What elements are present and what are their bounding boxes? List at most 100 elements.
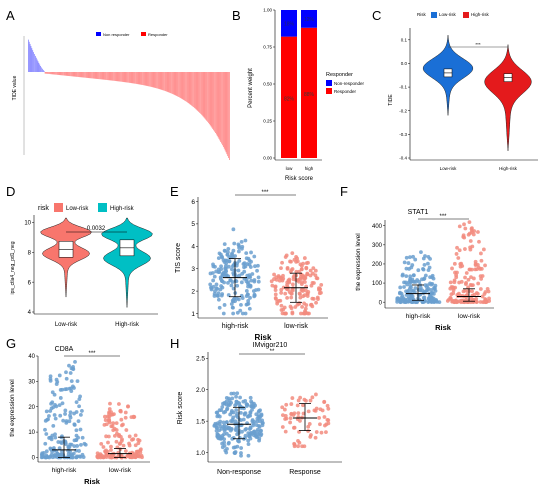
panel-g-point	[131, 415, 136, 420]
panel-a-bar	[69, 72, 70, 77]
panel-e-point	[289, 268, 294, 273]
panel-a-bar	[165, 72, 167, 92]
panel-c-y-ticks: 0.1 0.0 -0.1 -0.2 -0.3 -0.4	[399, 37, 410, 161]
panel-a-bar	[134, 72, 135, 84]
panel-g-point	[67, 419, 72, 424]
panel-e-point	[220, 285, 225, 290]
panel-a-bar	[183, 72, 185, 101]
panel-c-significance: ***	[475, 42, 481, 47]
panel-a-bar	[113, 72, 114, 81]
panel-a-bar	[161, 72, 163, 90]
panel-f-point	[451, 288, 456, 293]
panel-g-point	[68, 410, 73, 415]
panel-e-point	[212, 274, 217, 279]
panel-e-point	[294, 269, 299, 274]
panel-h-point	[246, 453, 251, 458]
panel-h-point	[291, 413, 296, 417]
panel-f-point	[479, 258, 484, 263]
panel-e-point	[224, 269, 229, 274]
panel-f-point	[460, 294, 465, 298]
panel-h-point	[296, 398, 301, 403]
panel-g-point	[138, 450, 143, 455]
panel-e-point	[314, 300, 318, 305]
panel-e-point	[211, 262, 215, 267]
panel-f-point	[433, 298, 438, 303]
panel-a-bar	[102, 72, 104, 80]
panel-e-point	[249, 250, 253, 255]
panel-g-point	[60, 449, 64, 454]
panel-h-point	[309, 433, 313, 437]
panel-g-point	[75, 379, 80, 384]
panel-e-point	[279, 287, 284, 292]
panel-f-point	[459, 261, 464, 266]
panel-f-point	[427, 299, 432, 304]
panel-a-bar	[49, 72, 51, 75]
panel-h-point	[234, 399, 239, 404]
panel-b-y-tick-label: 1.00	[263, 8, 272, 13]
panel-g-y-tick-label: 30	[28, 379, 35, 385]
panel-e-point	[303, 311, 308, 316]
panel-a-bar	[50, 72, 52, 75]
panel-g-point	[58, 396, 63, 400]
panel-g-point	[79, 442, 83, 447]
panel-f-point	[468, 239, 473, 243]
panel-h-point	[243, 433, 248, 438]
panel-a-bar	[198, 72, 200, 112]
panel-f-point	[473, 262, 478, 266]
panel-d-ylabel: ips_ctla4_neg_pd1_neg	[10, 241, 16, 294]
panel-g-point	[75, 444, 80, 448]
panel-e-point	[243, 238, 248, 243]
panel-g-point	[51, 447, 56, 452]
panel-h-xtick-response: Response	[289, 469, 321, 476]
panel-e-point	[231, 286, 236, 291]
panel-a-bar	[191, 72, 193, 106]
panel-g-point	[52, 392, 57, 397]
panel-f-point	[462, 222, 466, 227]
panel-h-point	[235, 411, 240, 416]
panel-g-point	[48, 409, 53, 413]
panel-a-bar	[40, 66, 41, 72]
panel-f-point	[467, 220, 472, 225]
panel-a-bar	[222, 72, 224, 147]
panel-e-y-tick-label: 5	[191, 221, 195, 228]
panel-e-point	[239, 302, 243, 307]
panel-g-point	[124, 428, 129, 432]
panel-h-point	[280, 405, 285, 410]
panel-a-bar	[151, 72, 153, 88]
panel-g-point	[68, 455, 73, 460]
panel-f-point	[471, 283, 475, 288]
panel-e-point	[283, 311, 288, 316]
panel-e-point	[307, 311, 311, 316]
panel-e-y-tick-label: 6	[191, 199, 195, 206]
panel-a-bar	[132, 72, 134, 84]
panel-h-y-tick-label: 2.5	[196, 356, 205, 363]
panel-e-point	[270, 283, 275, 288]
panel-a-bar	[95, 72, 97, 79]
panel-a-bar	[70, 72, 71, 77]
panel-a-bar	[193, 72, 194, 108]
panel-e-point	[274, 296, 278, 301]
panel-a-bar	[136, 72, 138, 85]
panel-e-point	[225, 252, 230, 257]
panel-h-point	[260, 423, 265, 428]
panel-g-point	[74, 428, 79, 433]
panel-c-legend-low: Low-risk	[439, 12, 457, 17]
panel-f-point	[411, 254, 415, 259]
panel-a-bar	[172, 72, 174, 95]
panel-g-point	[60, 387, 65, 392]
panel-a-bar	[150, 72, 151, 87]
panel-e-point	[219, 254, 224, 259]
panel-e-point	[302, 301, 307, 306]
panel-f-title: STAT1	[408, 209, 429, 216]
panel-e-point	[280, 278, 285, 283]
panel-e-point	[302, 256, 307, 260]
panel-e-point	[240, 246, 244, 251]
panel-e-point	[226, 293, 231, 297]
panel-a-bar	[97, 72, 99, 79]
panel-c-y-tick-label: -0.2	[399, 108, 407, 113]
panel-h-point	[306, 424, 311, 429]
panel-a-bar	[215, 72, 217, 135]
panel-e-point	[290, 282, 295, 287]
panel-f-stat1-scatter: STAT1 0 100 200 300 400 the expression level…	[355, 209, 494, 332]
panel-letter-e: E	[170, 184, 179, 199]
